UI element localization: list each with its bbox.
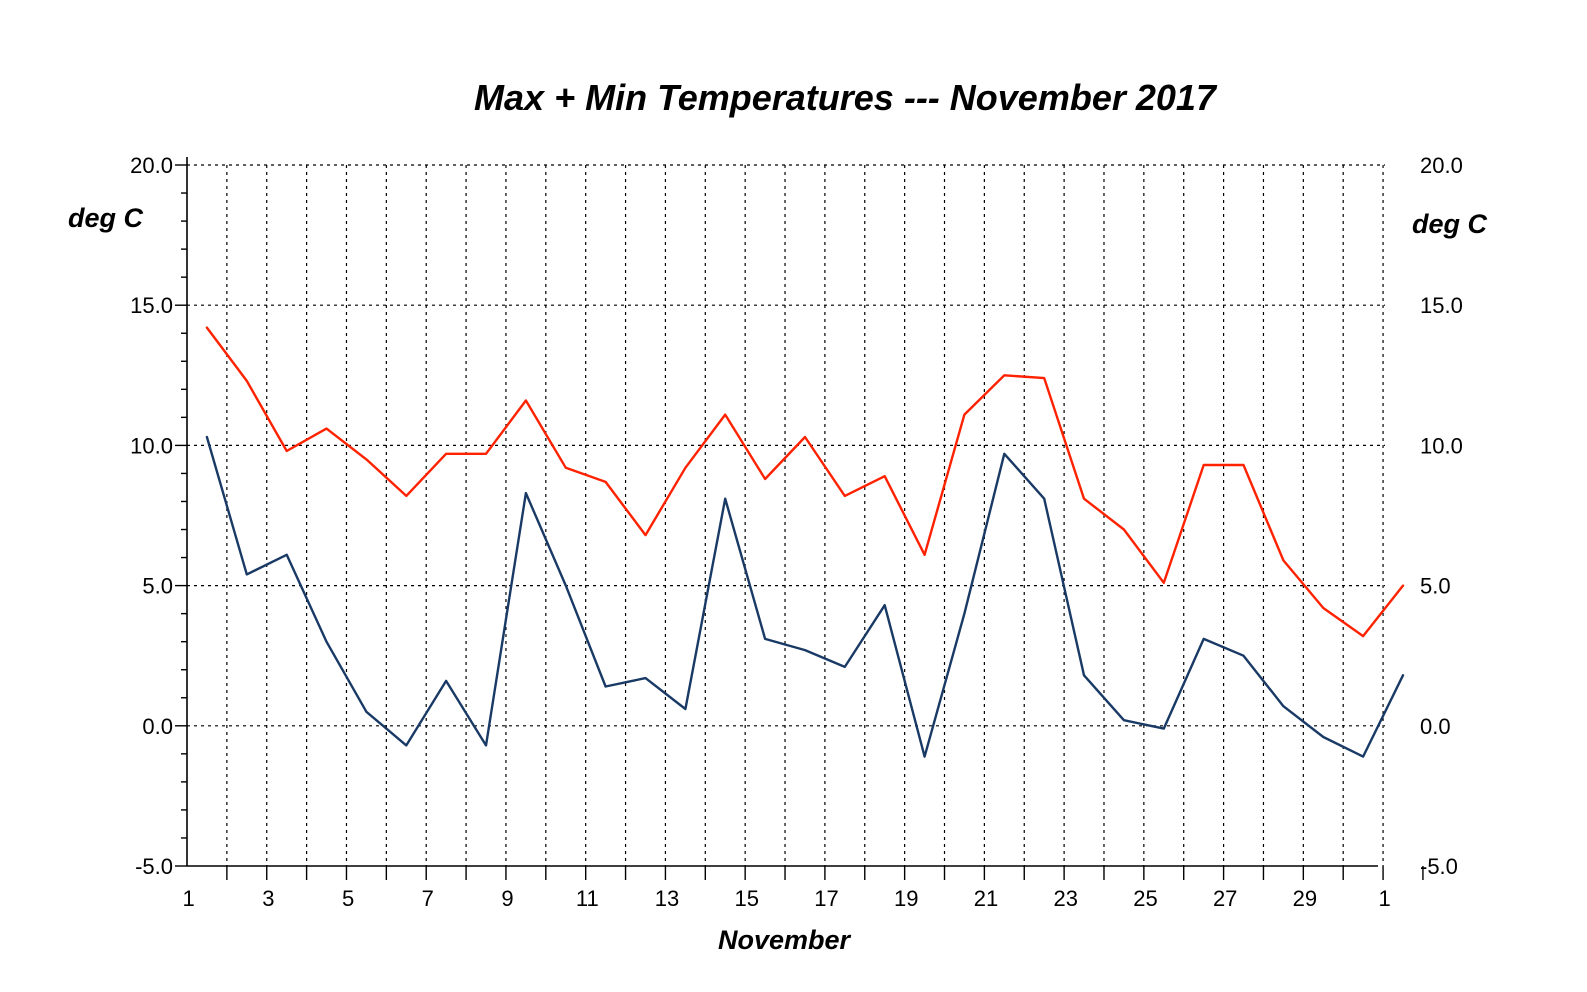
y-tick-label-left: 5.0 xyxy=(142,574,173,599)
y-tick-label-left: -5.0 xyxy=(135,854,173,879)
y-tick-label-left: 0.0 xyxy=(142,714,173,739)
x-tick-label: 1 xyxy=(1379,886,1391,911)
axis-layer: 20.0 20.0 15.0 15.0 10.0 10.0 5.0 5.0 0.0 0.0 -5.0… xyxy=(130,153,1463,911)
y-tick-label-right: 20.0 xyxy=(1420,153,1463,178)
y-tick-label-right: 5.0 xyxy=(1420,574,1451,599)
x-tick-label: 11 xyxy=(576,886,599,911)
y-tick-label-right: 15.0 xyxy=(1420,293,1463,318)
x-tick-label: 9 xyxy=(501,886,513,911)
x-tick-label: 1 xyxy=(182,886,194,911)
y-axis-label-left: deg C xyxy=(68,203,144,233)
x-tick-label: 21 xyxy=(974,886,998,911)
y-tick-label-left: 20.0 xyxy=(130,153,173,178)
x-tick-label: 3 xyxy=(262,886,274,911)
x-tick-label: 13 xyxy=(655,886,679,911)
y-tick-label-left: 10.0 xyxy=(130,433,173,458)
y-tick-label-right: 0.0 xyxy=(1420,714,1451,739)
y-tick-label-right: -5.0 xyxy=(1420,854,1458,879)
x-tick-label: 17 xyxy=(814,886,838,911)
y-axis-label-right: deg C xyxy=(1412,209,1488,239)
x-tick-label: 5 xyxy=(342,886,354,911)
y-tick-label-left: 15.0 xyxy=(130,293,173,318)
max-temp-series-line xyxy=(205,326,1405,638)
x-axis-label: November xyxy=(718,925,852,955)
x-tick-label: 29 xyxy=(1293,886,1317,911)
x-tick-label: 15 xyxy=(735,886,759,911)
x-tick-label: 25 xyxy=(1133,886,1157,911)
x-tick-label: 19 xyxy=(894,886,918,911)
x-tick-label: 27 xyxy=(1213,886,1237,911)
x-tick-label: 23 xyxy=(1053,886,1077,911)
min-temp-series-line xyxy=(205,435,1405,758)
chart-title: Max + Min Temperatures --- November 2017 xyxy=(474,77,1218,118)
grid-layer xyxy=(187,164,1385,866)
x-tick-label: 7 xyxy=(422,886,434,911)
y-tick-label-right: 10.0 xyxy=(1420,433,1463,458)
series-layer xyxy=(205,326,1405,758)
